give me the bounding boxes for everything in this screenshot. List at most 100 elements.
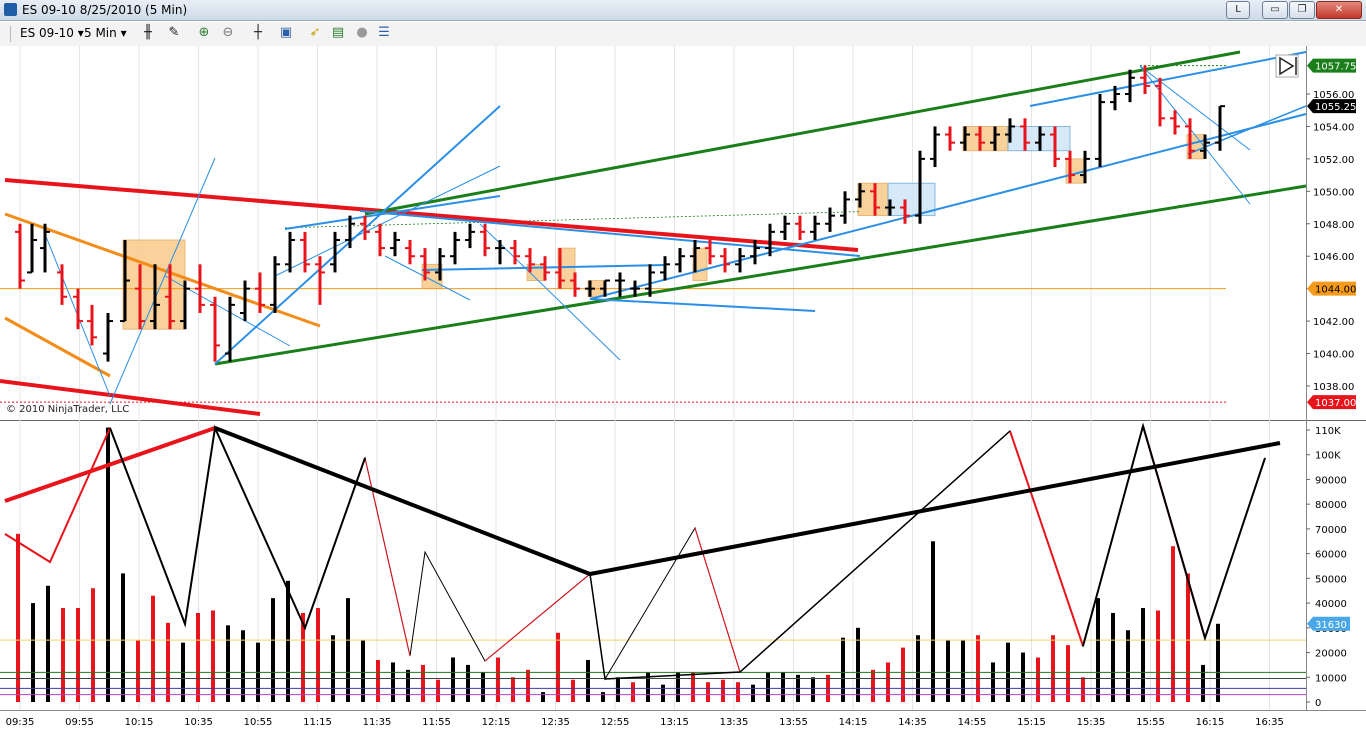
trend-line: [109, 157, 216, 405]
maximize-button[interactable]: ❐: [1289, 1, 1315, 19]
red-swing: [1009, 430, 1084, 647]
interval-selector[interactable]: 5 Min ▾: [84, 26, 127, 40]
volume-bar: [511, 677, 515, 702]
time-label: 16:35: [1255, 717, 1284, 728]
volume-bar: [571, 679, 575, 702]
volume-bar: [871, 669, 875, 702]
volume-bar: [1186, 573, 1190, 702]
volume-bar: [901, 647, 905, 702]
time-label: 09:55: [65, 717, 94, 728]
volume-bar: [301, 612, 305, 702]
time-label: 11:35: [363, 717, 392, 728]
time-label: 15:55: [1136, 717, 1165, 728]
data-box-icon[interactable]: ▣: [279, 25, 293, 40]
volume-bar: [541, 692, 545, 702]
volume-bar: [676, 672, 680, 702]
trend-line: [214, 184, 1307, 366]
volume-bar: [376, 659, 380, 702]
volume-bar: [811, 677, 815, 702]
volume-swing-lines: [0, 422, 1306, 696]
volume-bar: [361, 640, 365, 702]
zoom-out-icon[interactable]: ⊖: [222, 25, 234, 40]
volume-tick-label: 100K: [1315, 451, 1341, 462]
trend-line: [4, 316, 111, 378]
volume-bar: [1111, 612, 1115, 702]
volume-bar: [886, 662, 890, 702]
instrument-selector[interactable]: ES 09-10 ▾: [20, 26, 84, 40]
volume-tick-label: 10000: [1315, 673, 1347, 684]
window-title-bar: ES 09-10 8/25/2010 (5 Min) L ▭ ❐ ✕: [0, 0, 1366, 21]
trend-line: [4, 212, 321, 328]
crosshair-icon[interactable]: ┼: [254, 25, 262, 40]
bar-type-icon[interactable]: ╫: [144, 25, 152, 40]
zoom-in-icon[interactable]: ⊕: [198, 25, 210, 40]
time-axis: 09:35 09:55 10:15 10:35 10:55 11:15 11:35 11:55…: [6, 717, 1284, 728]
volume-bar: [841, 637, 845, 702]
volume-bar: [706, 682, 710, 702]
time-label: 09:35: [6, 717, 35, 728]
time-label: 12:15: [482, 717, 511, 728]
volume-bar: [331, 635, 335, 702]
chart-canvas[interactable]: 1056.00 1054.00 1052.00 1050.00 1048.00 1046.…: [0, 46, 1366, 738]
vertical-grid: [19, 46, 1270, 710]
volume-bar: [1081, 677, 1085, 702]
volume-bar: [166, 622, 170, 702]
volume-bar: [76, 608, 80, 702]
volume-bar: [736, 682, 740, 702]
volume-bar: [391, 662, 395, 702]
volume-tick-label: 90000: [1315, 475, 1347, 486]
price-marker-label: 1044.00: [1315, 285, 1356, 296]
time-label: 10:55: [244, 717, 273, 728]
volume-bar: [1126, 630, 1130, 702]
volume-bar: [601, 692, 605, 702]
zone-box: [857, 182, 889, 217]
scroll-to-end-icon[interactable]: [1275, 54, 1299, 78]
price-tick-label: 1038.00: [1313, 382, 1354, 393]
volume-bar: [16, 533, 20, 702]
volume-bar: [196, 612, 200, 702]
indicator-icon[interactable]: ▤: [331, 25, 345, 40]
volume-bar: [31, 603, 35, 702]
strategy-icon[interactable]: ➶: [309, 25, 321, 40]
time-label: 11:55: [422, 717, 451, 728]
volume-bar: [556, 632, 560, 702]
close-button[interactable]: ✕: [1316, 1, 1362, 19]
volume-bar: [1066, 645, 1070, 702]
red-swing: [4, 427, 111, 564]
minimize-button[interactable]: ▭: [1262, 1, 1288, 19]
volume-bar: [136, 640, 140, 702]
price-marker: [1307, 99, 1356, 114]
volume-bar: [961, 640, 965, 702]
zone-box: [962, 126, 1009, 152]
volume-bar: [346, 598, 350, 702]
price-marker-label: 1037.00: [1315, 398, 1356, 409]
volume-bar: [451, 657, 455, 702]
volume-bar: [646, 672, 650, 702]
volume-tick-label: 20000: [1315, 649, 1347, 660]
chart-toolbar: ES 09-10 ▾ 5 Min ▾ ╫ ✎ ⊕ ⊖ ┼ ▣ ➶ ▤ ● ☰: [0, 22, 1366, 47]
trend-line: [1187, 105, 1307, 155]
trend-line: [364, 50, 1241, 216]
volume-bar: [751, 684, 755, 702]
price-tick-label: 1040.00: [1313, 350, 1354, 361]
link-button[interactable]: L: [1226, 1, 1250, 19]
volume-bar: [211, 610, 215, 702]
volume-marker: [1307, 616, 1350, 631]
drawing-pencil-icon[interactable]: ✎: [168, 25, 180, 40]
trend-line: [359, 210, 861, 257]
volume-bar: [991, 662, 995, 702]
price-tick-label: 1046.00: [1313, 252, 1354, 263]
time-label: 13:35: [720, 717, 749, 728]
time-label: 10:15: [125, 717, 154, 728]
trend-line: [284, 195, 501, 230]
time-label: 13:15: [660, 717, 689, 728]
volume-bar: [1051, 635, 1055, 702]
gray-circle-icon[interactable]: ●: [356, 25, 368, 40]
horizontal-reference-lines: [0, 65, 1226, 403]
price-tick-label: 1042.00: [1313, 317, 1354, 328]
time-label: 12:55: [601, 717, 630, 728]
trend-line: [0, 379, 261, 416]
properties-icon[interactable]: ☰: [378, 25, 390, 40]
volume-tick-label: 60000: [1315, 550, 1347, 561]
volume-bar: [781, 672, 785, 702]
